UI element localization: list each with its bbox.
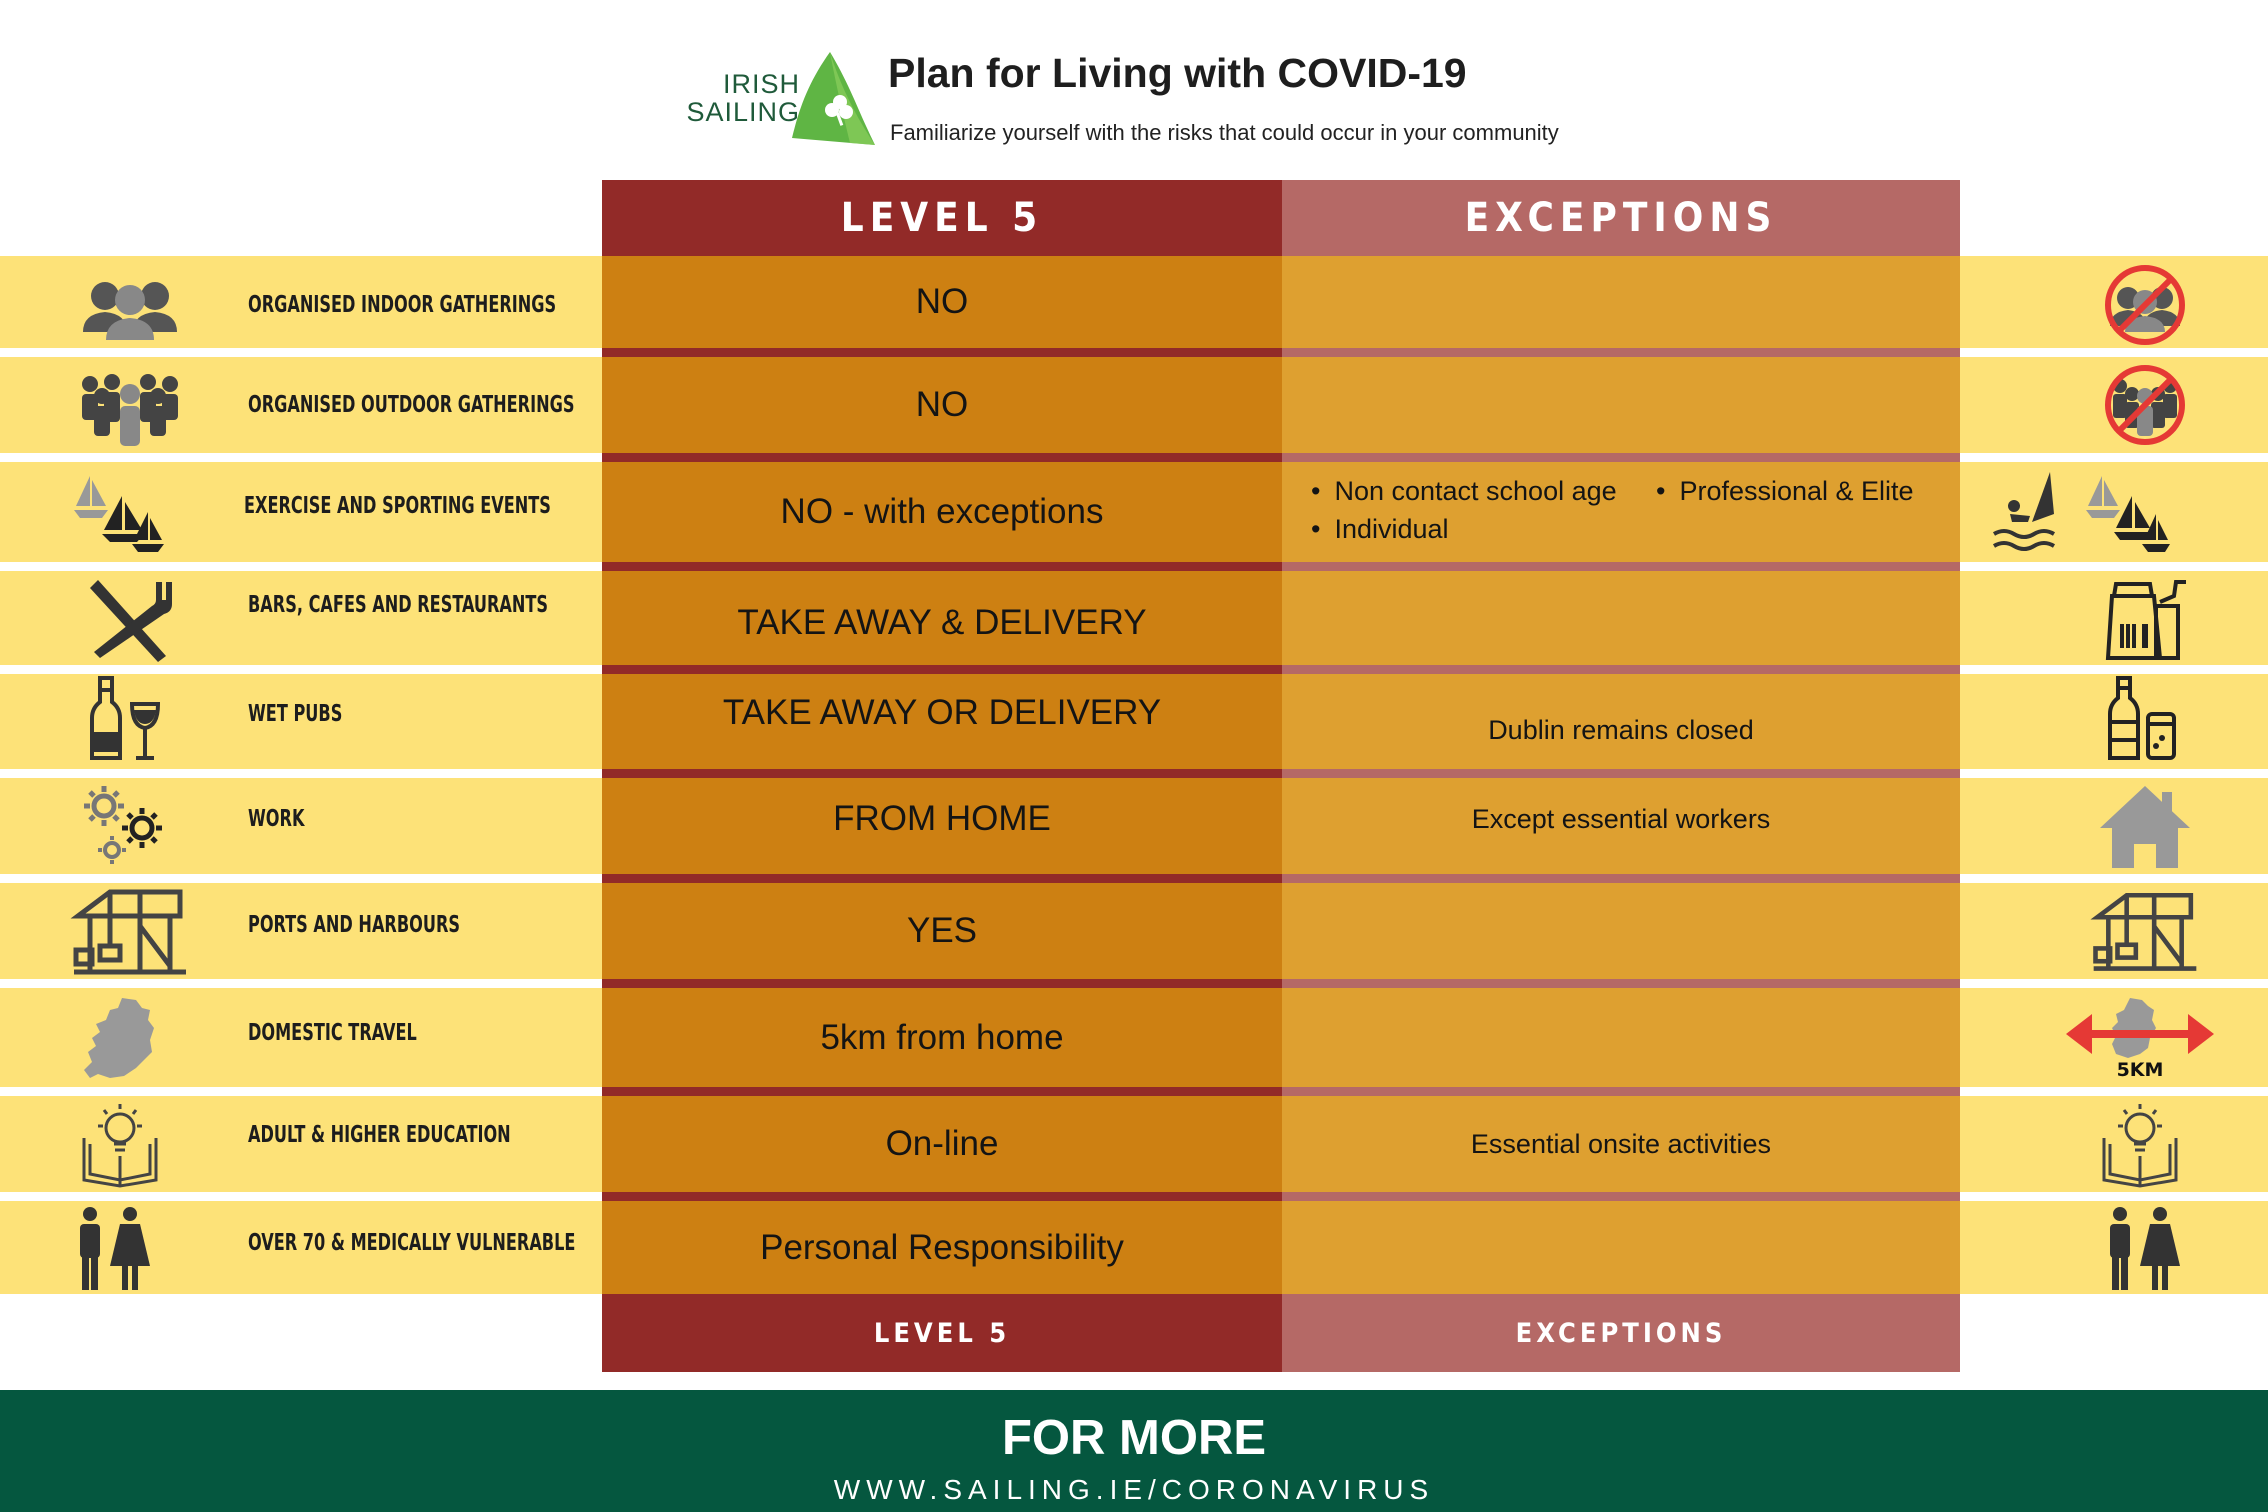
level5-cell: 5km from home <box>602 988 1282 1087</box>
category-label: ORGANISED INDOOR GATHERINGS <box>248 292 557 318</box>
row-separator <box>602 979 1282 988</box>
row-separator <box>1282 453 1960 462</box>
man-woman-icon <box>2110 1207 2180 1290</box>
level-column-header: LEVEL 5 <box>602 180 1282 256</box>
logo-line-2: SAILING <box>686 97 800 127</box>
level5-cell: NO <box>602 256 1282 348</box>
exceptions-column-footer: EXCEPTIONS <box>1282 1294 1960 1372</box>
exception-item: Individual <box>1311 514 1448 545</box>
row-band-left <box>0 1201 602 1294</box>
footer-title: FOR MORE <box>1001 1411 1267 1465</box>
level-column-footer: LEVEL 5 <box>602 1294 1282 1372</box>
exceptions-column-header: EXCEPTIONS <box>1282 180 1960 256</box>
level5-cell: NO - with exceptions <box>602 462 1282 562</box>
level5-cell: Personal Responsibility <box>602 1201 1282 1294</box>
row-separator <box>1282 874 1960 883</box>
five-km-label: 5KM <box>2117 1059 2164 1081</box>
harbour-crane-icon <box>70 889 186 975</box>
takeaway-bag-icon <box>2105 580 2186 660</box>
row-separator <box>602 665 1282 674</box>
category-label: ADULT & HIGHER EDUCATION <box>248 1122 511 1148</box>
no-people-group-icon <box>2105 265 2185 345</box>
level5-cell: TAKE AWAY OR DELIVERY <box>602 674 1282 769</box>
ireland-map-icon <box>84 998 154 1078</box>
row-separator <box>1282 1087 1960 1096</box>
page-subtitle: Familiarize yourself with the risks that… <box>890 120 1559 145</box>
row-separator <box>1282 665 1960 674</box>
exception-item: Non contact school age <box>1311 476 1616 507</box>
row-separator <box>602 769 1282 778</box>
exceptions-list: Non contact school age Professional & El… <box>1311 462 1931 562</box>
windsurfer-sailboats-icon <box>1992 472 2170 552</box>
lightbulb-book-icon <box>82 1104 158 1188</box>
exception-item: Professional & Elite <box>1656 476 1913 507</box>
no-crowd-icon <box>2105 365 2185 445</box>
exceptions-cell: Dublin remains closed <box>1282 674 1960 769</box>
exceptions-cell <box>1282 883 1960 979</box>
level5-cell: YES <box>602 883 1282 979</box>
row-separator <box>602 453 1282 462</box>
exceptions-cell: Except essential workers <box>1282 778 1960 874</box>
row-band-right <box>1960 883 2268 979</box>
row-band-right <box>1960 256 2268 348</box>
row-separator <box>1282 769 1960 778</box>
category-label: EXERCISE AND SPORTING EVENTS <box>244 493 551 519</box>
category-label: BARS, CAFES AND RESTAURANTS <box>248 592 549 618</box>
harbour-crane-icon <box>2090 892 2197 971</box>
fork-knife-icon <box>90 580 172 662</box>
man-woman-icon <box>80 1207 150 1290</box>
footer-url-link[interactable]: WWW.SAILING.IE/CORONAVIRUS <box>833 1474 1435 1505</box>
lightbulb-book-icon <box>2102 1104 2178 1188</box>
exceptions-cell: Non contact school age Professional & El… <box>1282 462 1960 562</box>
row-separator <box>602 348 1282 357</box>
gears-icon <box>84 786 162 864</box>
five-km-radius-icon: 5KM <box>2066 998 2214 1081</box>
exceptions-cell <box>1282 571 1960 665</box>
level5-cell: NO <box>602 357 1282 453</box>
row-separator <box>1282 348 1960 357</box>
level5-cell: TAKE AWAY & DELIVERY <box>602 571 1282 665</box>
row-separator <box>1282 562 1960 571</box>
exceptions-cell: Essential onsite activities <box>1282 1096 1960 1192</box>
category-label: OVER 70 & MEDICALLY VULNERABLE <box>248 1230 576 1256</box>
exceptions-cell <box>1282 988 1960 1087</box>
row-separator <box>602 562 1282 571</box>
exceptions-cell <box>1282 357 1960 453</box>
irish-sailing-logo: IRISH SAILING <box>660 50 880 150</box>
level5-cell: On-line <box>602 1096 1282 1192</box>
crowd-icon <box>82 374 178 446</box>
row-separator <box>1282 1192 1960 1201</box>
row-separator <box>1282 979 1960 988</box>
row-band-left <box>0 778 602 874</box>
exceptions-cell <box>1282 1201 1960 1294</box>
category-label: PORTS AND HARBOURS <box>248 912 461 938</box>
wine-bottle-glass-icon <box>90 676 161 760</box>
row-separator <box>602 874 1282 883</box>
sail-leaf-icon <box>792 52 875 145</box>
category-label: WET PUBS <box>248 701 343 727</box>
row-separator <box>602 1192 1282 1201</box>
category-label: DOMESTIC TRAVEL <box>248 1020 417 1046</box>
logo-line-1: IRISH <box>722 69 800 99</box>
logo-wordmark: IRISH SAILING <box>660 70 800 126</box>
sailboats-icon <box>74 476 164 552</box>
exceptions-cell <box>1282 256 1960 348</box>
footer-banner: FOR MORE WWW.SAILING.IE/CORONAVIRUS <box>0 1390 2268 1512</box>
page-title: Plan for Living with COVID-19 <box>888 50 1467 96</box>
people-group-icon <box>83 282 177 340</box>
row-separator <box>602 1087 1282 1096</box>
bottle-can-icon <box>2108 676 2176 760</box>
category-label: WORK <box>248 806 305 832</box>
level5-cell: FROM HOME <box>602 778 1282 874</box>
row-band-left <box>0 357 602 453</box>
house-icon <box>2100 786 2190 868</box>
category-label: ORGANISED OUTDOOR GATHERINGS <box>248 392 575 418</box>
